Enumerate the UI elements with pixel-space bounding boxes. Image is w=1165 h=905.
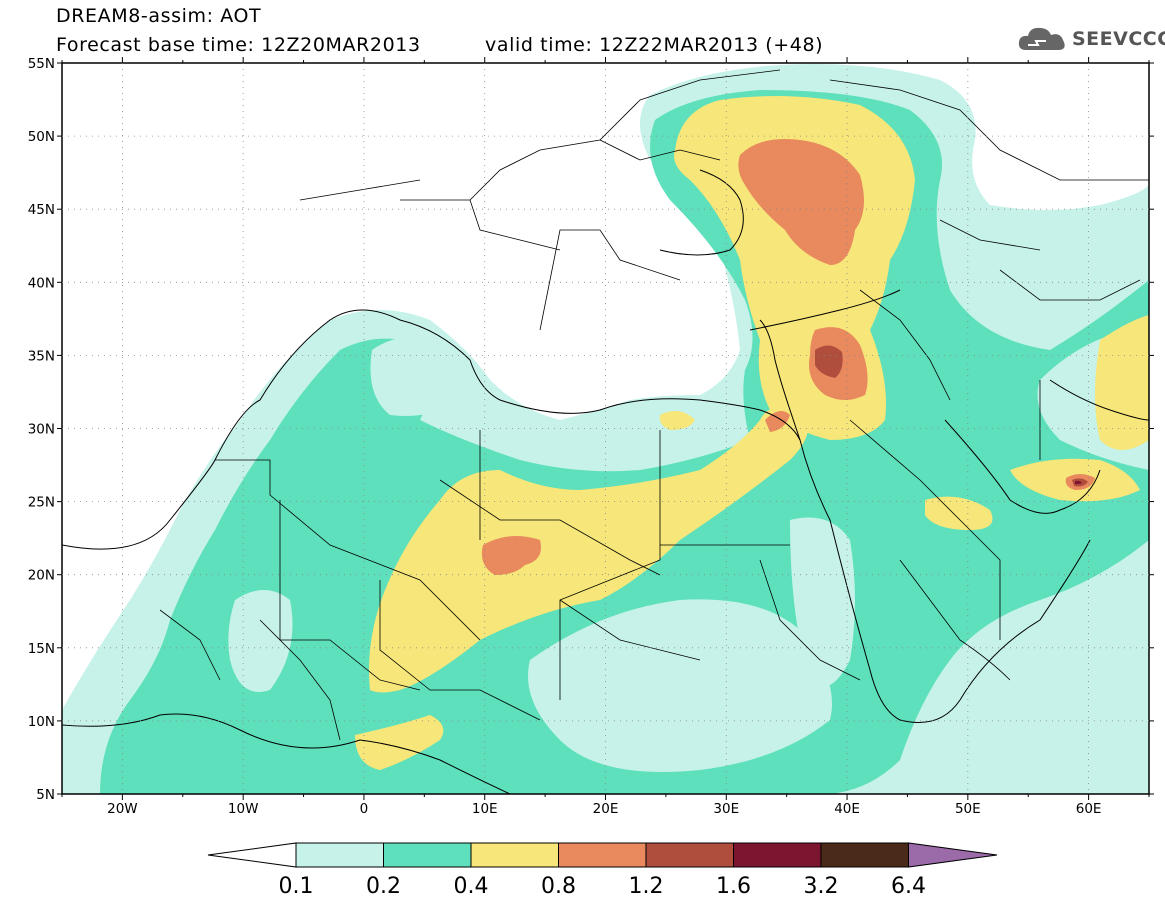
colorbar-label: 1.6: [716, 874, 751, 899]
lon-label: 10W: [228, 801, 259, 817]
colorbar-label: 0.4: [454, 874, 489, 899]
colorbar-swatch: [470, 842, 559, 868]
colorbar-swatch: [383, 842, 472, 868]
colorbar: 0.1 0.2 0.4 0.8 1.2 1.6 3.2 6.4: [207, 842, 998, 899]
axis-ticks: [57, 57, 1154, 800]
colorbar-over-triangle: [908, 842, 998, 868]
lat-label: 45N: [28, 202, 55, 218]
seevccc-logo: SEEVCCC: [1018, 22, 1165, 56]
colorbar-under-triangle: [207, 842, 297, 868]
lon-label: 10E: [472, 801, 498, 817]
colorbar-swatch: [733, 842, 822, 868]
aot-level-0.1-area: [528, 599, 832, 772]
cloud-icon: [1018, 27, 1065, 50]
aot-level-0.8-area: [765, 411, 790, 432]
aot-level-1.6-area: [1075, 480, 1082, 485]
colorbar-label: 0.1: [279, 874, 314, 899]
lon-label: 0: [360, 801, 369, 817]
aot-level-0.4-area: [659, 411, 695, 430]
aot-level-0.4-area: [369, 406, 808, 693]
colorbar-label: 6.4: [891, 874, 926, 899]
lon-label: 20E: [593, 801, 619, 817]
aot-level-1.2-area: [815, 345, 843, 378]
aot-level-0.1-area: [228, 590, 293, 692]
aot-level-0.4-area: [925, 496, 993, 530]
lat-label: 30N: [28, 422, 55, 438]
lat-label: 40N: [28, 275, 55, 291]
map-title: DREAM8-assim: AOT: [56, 5, 262, 27]
aot-level-0.1-area: [370, 336, 463, 416]
latitude-labels: 55N 50N 45N 40N 35N 30N 25N 20N 15N 10N 5N: [28, 56, 55, 803]
lat-label: 5N: [36, 787, 55, 803]
aot-level-0.4-area: [1095, 315, 1149, 450]
lon-label: 30E: [713, 801, 739, 817]
coastlines: [62, 169, 1149, 794]
colorbar-label: 3.2: [804, 874, 839, 899]
lat-label: 10N: [28, 714, 55, 730]
lon-label: 60E: [1076, 801, 1102, 817]
colorbar-label: 0.2: [366, 874, 401, 899]
country-borders: [159, 69, 1149, 741]
colorbar-label: 1.2: [629, 874, 664, 899]
forecast-base-time: Forecast base time: 12Z20MAR2013: [56, 34, 421, 56]
lat-label: 15N: [28, 641, 55, 657]
lon-label: 20W: [107, 801, 138, 817]
lat-label: 50N: [28, 129, 55, 145]
lon-label: 40E: [834, 801, 860, 817]
lat-label: 20N: [28, 568, 55, 584]
logo-text: SEEVCCC: [1072, 28, 1165, 50]
colorbar-swatch: [558, 842, 647, 868]
lon-label: 50E: [955, 801, 981, 817]
lat-label: 25N: [28, 495, 55, 511]
aot-level-0.8-area: [738, 139, 864, 265]
aot-level-0.8-area: [481, 536, 541, 575]
longitude-labels: 20W 10W 0 10E 20E 30E 40E 50E 60E: [107, 801, 1101, 817]
lat-label: 35N: [28, 348, 55, 364]
colorbar-swatch: [645, 842, 734, 868]
colorbar-swatch: [820, 842, 909, 868]
valid-time: valid time: 12Z22MAR2013 (+48): [485, 34, 824, 56]
colorbar-swatch: [295, 842, 384, 868]
aot-level-0.1-area: [790, 517, 855, 687]
aot-level-0.4-area: [355, 715, 444, 770]
lat-label: 55N: [28, 56, 55, 72]
colorbar-label: 0.8: [541, 874, 576, 899]
